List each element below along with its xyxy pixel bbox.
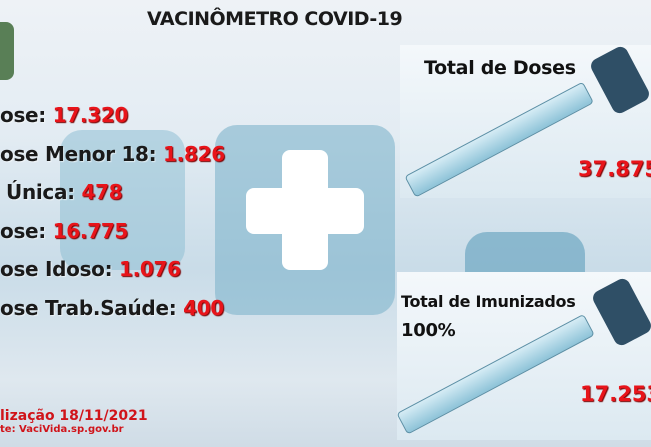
stat-label: ose Trab.Saúde: [0, 295, 184, 320]
total-doses-value: 37.875 [578, 157, 651, 181]
stat-row: ose: 16.775 [0, 212, 225, 251]
stat-row: ose Idoso: 1.076 [0, 250, 225, 289]
vial-icon [588, 45, 651, 116]
stat-label: ose Menor 18: [0, 141, 164, 166]
logo [0, 22, 14, 80]
update-date: lização 18/11/2021 [0, 408, 148, 424]
stat-label: ose: [0, 103, 53, 127]
stat-row: Única: 478 [0, 173, 225, 212]
stat-label: Única: [6, 180, 82, 204]
syringe-icon [404, 81, 594, 198]
total-doses-panel: Total de Doses 37.875 [400, 45, 651, 198]
stat-value: 17.320 [52, 103, 129, 127]
footer: lização 18/11/2021 te: VaciVida.sp.gov.b… [0, 408, 148, 435]
vial-icon [590, 276, 651, 348]
stat-row: ose: 17.320 [0, 96, 225, 135]
stat-value: 1.826 [163, 141, 225, 166]
stat-value: 478 [81, 180, 123, 204]
total-imunizados-panel: Total de Imunizados 100% 17.253 [397, 272, 651, 440]
stats-list: ose: 17.320 ose Menor 18: 1.826 Única: 4… [0, 96, 225, 327]
stat-value: 1.076 [118, 257, 181, 281]
total-imunizados-percent: 100% [401, 320, 456, 341]
stat-label: ose: [0, 218, 53, 243]
page-title: VACINÔMETRO COVID-19 [147, 8, 403, 30]
total-doses-label: Total de Doses [424, 57, 576, 79]
stat-row: ose Trab.Saúde: 400 [0, 289, 225, 328]
total-imunizados-label: Total de Imunizados [401, 292, 576, 311]
stat-row: ose Menor 18: 1.826 [0, 135, 225, 174]
medical-icon-tile [60, 130, 185, 270]
stat-label: ose Idoso: [0, 257, 119, 281]
stat-value: 400 [183, 295, 224, 320]
stat-value: 16.775 [52, 218, 129, 243]
source-text: te: VaciVida.sp.gov.br [0, 424, 124, 435]
cross-icon [246, 150, 364, 270]
total-imunizados-value: 17.253 [580, 382, 651, 406]
